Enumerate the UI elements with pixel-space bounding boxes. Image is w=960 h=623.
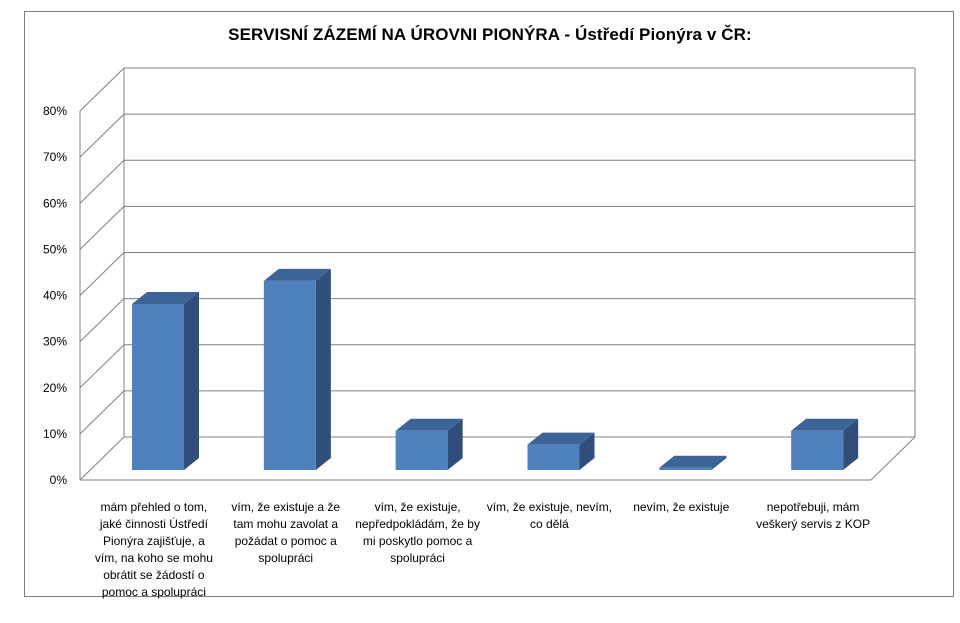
bar <box>263 280 316 470</box>
x-category-label: nepotřebuji, mám veškerý servis z KOP <box>756 500 871 531</box>
x-category-label: vím, že existuje a že tam mohu zavolat a… <box>231 500 341 565</box>
bar-top <box>395 418 463 431</box>
bar <box>527 444 580 470</box>
chart-title: SERVISNÍ ZÁZEMÍ NA ÚROVNI PIONÝRA - Ústř… <box>228 25 752 44</box>
y-tick-label: 20% <box>43 381 67 395</box>
x-category-label: vím, že existuje, nepředpokládám, že by … <box>355 500 480 565</box>
bar-side <box>447 418 463 470</box>
bar-side <box>579 432 595 470</box>
gridline-side <box>79 252 125 296</box>
gridline-side <box>79 344 125 389</box>
gridline-side <box>79 67 125 112</box>
chart-plot: 0% 10% 20% 30% 40% 50% 60% 70% 80% <box>43 67 916 487</box>
bar <box>395 430 448 470</box>
y-tick-label: 40% <box>43 289 67 303</box>
x-category-label: mám přehled o tom, jaké činnosti Ústředí… <box>94 500 213 599</box>
bar <box>791 430 844 470</box>
gridline-side <box>79 206 125 250</box>
gridline-side <box>79 390 125 435</box>
y-tick-label: 0% <box>50 473 68 487</box>
bar <box>132 303 184 470</box>
y-tick-label: 30% <box>43 335 67 349</box>
chart-frame: SERVISNÍ ZÁZEMÍ NA ÚROVNI PIONÝRA - Ústř… <box>24 11 954 599</box>
bar-top <box>791 418 859 431</box>
gridline-side <box>79 298 125 342</box>
gridline-side <box>79 113 125 158</box>
bar-top <box>263 268 331 281</box>
bar-side <box>711 455 727 470</box>
y-tick-label: 80% <box>43 104 67 118</box>
y-tick-label: 70% <box>43 150 67 164</box>
bar-side <box>184 291 199 470</box>
y-tick-label: 50% <box>43 242 67 256</box>
bar-side <box>315 268 331 470</box>
bar-top <box>132 291 199 304</box>
y-tick-label: 60% <box>43 196 67 210</box>
bar-top <box>527 432 595 445</box>
y-tick-label: 10% <box>43 427 67 441</box>
x-category-label: vím, že existuje, nevím, co dělá <box>486 500 613 531</box>
gridline-side <box>79 159 125 204</box>
gridline-side <box>79 436 125 481</box>
x-category-label: nevím, že existuje <box>633 500 730 514</box>
bar-top <box>659 455 727 468</box>
bar <box>659 467 712 470</box>
bar-side <box>843 418 859 470</box>
floor-right-edge <box>870 436 916 481</box>
